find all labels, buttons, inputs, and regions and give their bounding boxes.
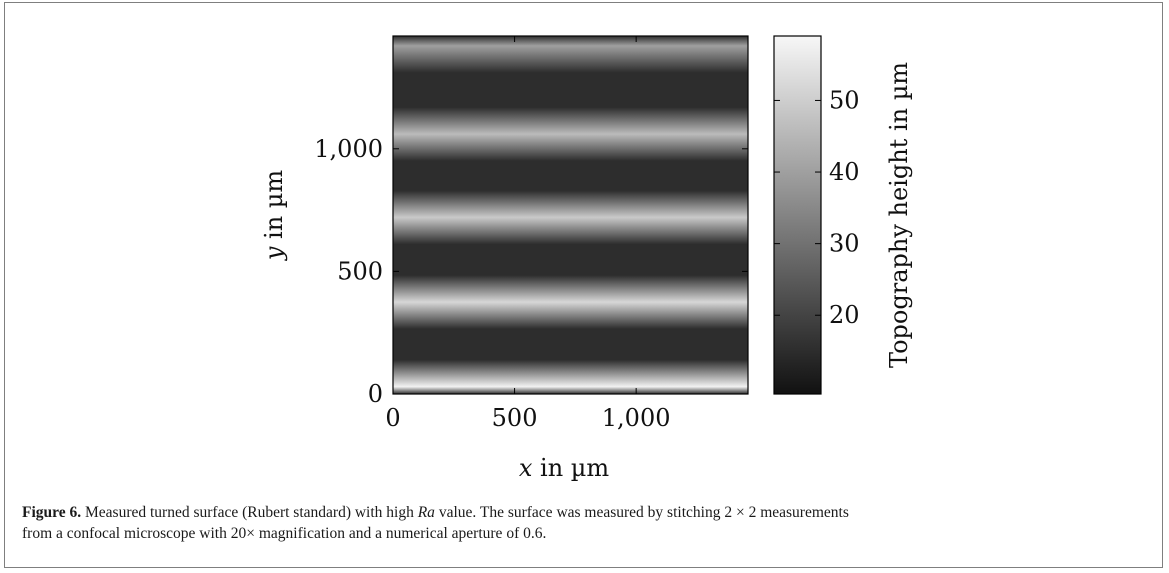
x-axis-label: x in µm [519, 454, 610, 482]
y-tick-label: 0 [368, 380, 383, 408]
colorbar-tick-label: 40 [829, 158, 860, 186]
colorbar-label: Topography height in µm [885, 62, 913, 368]
y-axis-label: y in µm [260, 170, 288, 262]
colorbar-ticks: 20 30 40 50 [774, 86, 860, 329]
heatmap-figure: 0 500 1,000 0 500 1,000 20 30 40 50 x in µm y i… [260, 35, 913, 482]
figure-frame [4, 2, 1163, 568]
figure-caption: Figure 6. Measured turned surface (Ruber… [22, 502, 1152, 544]
colorbar-tick-label: 30 [829, 230, 860, 258]
colorbar: 20 30 40 50 [773, 35, 860, 395]
x-tick-label: 1,000 [602, 404, 671, 432]
plot-border [392, 35, 749, 395]
y-tick-label: 1,000 [314, 135, 383, 163]
y-axis-ticks: 0 500 1,000 [314, 135, 748, 408]
colorbar-image [774, 36, 821, 394]
x-tick-label: 0 [385, 404, 400, 432]
topography-image [393, 36, 748, 394]
colorbar-border [773, 35, 822, 395]
figure-reference: Figure 6. [22, 504, 82, 521]
x-tick-label: 500 [492, 404, 538, 432]
caption-text-3: from a confocal microscope with 20× magn… [22, 525, 547, 542]
colorbar-tick-label: 20 [829, 301, 860, 329]
caption-ra: Ra [417, 504, 435, 521]
caption-text-1: Measured turned surface (Rubert standard… [81, 504, 418, 521]
colorbar-tick-label: 50 [829, 86, 860, 114]
plot-area: 0 500 1,000 0 500 1,000 [314, 35, 749, 432]
y-tick-label: 500 [337, 257, 383, 285]
caption-text-2: value. The surface was measured by stitc… [434, 504, 849, 521]
x-axis-ticks: 0 500 1,000 [385, 36, 671, 432]
